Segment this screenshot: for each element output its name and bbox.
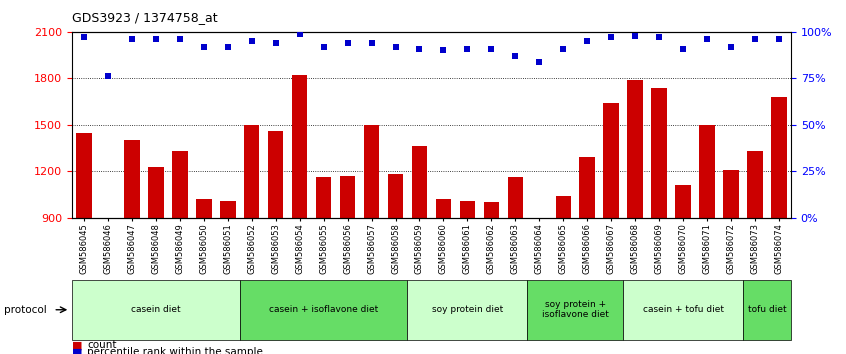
Point: [652, 35, 666, 40]
Bar: [651, 88, 667, 354]
Bar: [484, 202, 499, 354]
Point: [557, 46, 570, 51]
Bar: [459, 201, 475, 354]
Point: [101, 74, 114, 79]
Text: protocol: protocol: [4, 305, 47, 315]
Point: [293, 31, 306, 36]
Text: ■: ■: [72, 340, 82, 350]
Bar: [531, 222, 547, 354]
Bar: [292, 75, 307, 354]
Point: [413, 46, 426, 51]
Text: ■: ■: [72, 347, 82, 354]
Point: [604, 35, 618, 40]
Text: count: count: [87, 340, 117, 350]
Text: soy protein diet: soy protein diet: [431, 305, 503, 314]
Bar: [556, 196, 571, 354]
Text: tofu diet: tofu diet: [748, 305, 786, 314]
Point: [316, 44, 330, 50]
Bar: [364, 125, 379, 354]
Point: [460, 46, 474, 51]
Bar: [220, 201, 235, 354]
Bar: [628, 80, 643, 354]
Bar: [268, 131, 283, 354]
Point: [724, 44, 738, 50]
Bar: [172, 151, 188, 354]
Point: [629, 33, 642, 39]
Point: [125, 36, 139, 42]
Point: [173, 36, 186, 42]
Bar: [124, 140, 140, 354]
Point: [700, 36, 714, 42]
Bar: [76, 132, 91, 354]
Bar: [603, 103, 619, 354]
Bar: [148, 167, 163, 354]
Text: casein + tofu diet: casein + tofu diet: [643, 305, 723, 314]
Bar: [196, 199, 212, 354]
Bar: [580, 157, 595, 354]
Text: casein diet: casein diet: [131, 305, 180, 314]
Text: GDS3923 / 1374758_at: GDS3923 / 1374758_at: [72, 11, 217, 24]
Point: [149, 36, 162, 42]
Text: percentile rank within the sample: percentile rank within the sample: [87, 347, 263, 354]
Point: [677, 46, 690, 51]
Point: [508, 53, 522, 59]
Point: [437, 47, 450, 53]
Bar: [340, 176, 355, 354]
Text: casein + isoflavone diet: casein + isoflavone diet: [269, 305, 378, 314]
Point: [197, 44, 211, 50]
Point: [77, 35, 91, 40]
Point: [365, 40, 378, 46]
Bar: [412, 147, 427, 354]
Bar: [316, 177, 332, 354]
Point: [269, 40, 283, 46]
Point: [772, 36, 786, 42]
Point: [221, 44, 234, 50]
Bar: [387, 174, 404, 354]
Text: soy protein +
isoflavone diet: soy protein + isoflavone diet: [541, 300, 609, 319]
Bar: [100, 222, 116, 354]
Point: [533, 59, 547, 64]
Bar: [436, 199, 451, 354]
Point: [580, 38, 594, 44]
Bar: [675, 185, 691, 354]
Bar: [244, 125, 260, 354]
Bar: [700, 125, 715, 354]
Bar: [723, 170, 739, 354]
Bar: [747, 151, 763, 354]
Point: [245, 38, 259, 44]
Bar: [772, 97, 787, 354]
Bar: [508, 177, 523, 354]
Point: [485, 46, 498, 51]
Point: [341, 40, 354, 46]
Point: [749, 36, 762, 42]
Point: [388, 44, 403, 50]
